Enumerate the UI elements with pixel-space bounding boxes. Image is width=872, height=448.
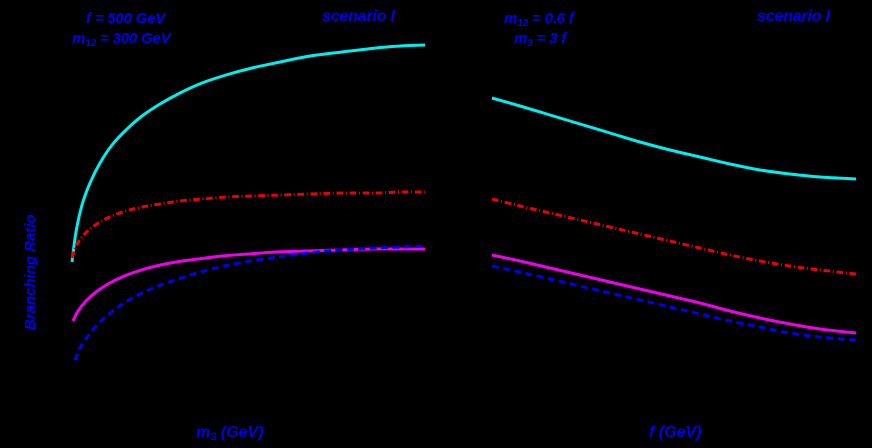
left-panel-x-axis-label: m3 (GeV): [196, 424, 263, 443]
right-param1-base: m: [504, 10, 518, 27]
left-panel-param-m12: m12 = 300 GeV: [72, 30, 171, 49]
right-curve-magenta: [491, 253, 857, 335]
right-panel-x-axis-label: f (GeV): [649, 424, 702, 441]
left-param2-text: = 300 GeV: [96, 30, 171, 47]
y-axis-label: Branching Ratio: [22, 214, 39, 330]
right-param1-sub: 12: [517, 17, 529, 29]
left-param2-base: m: [72, 30, 86, 47]
left-curve-magenta: [71, 247, 425, 322]
left-x-tail: (GeV): [216, 424, 264, 441]
left-curve-blue: [73, 244, 426, 361]
right-curve-red: [491, 197, 857, 276]
left-panel-param-f: f = 500 GeV: [86, 10, 165, 27]
left-param2-sub: 12: [85, 37, 97, 49]
right-param2-text: = 3 f: [532, 30, 567, 47]
right-param1-text: = 0.6 f: [528, 10, 574, 27]
right-curve-blue: [491, 264, 857, 342]
right-panel-scenario-label: scenario I: [757, 8, 830, 25]
left-x-sub: 3: [210, 431, 217, 444]
right-panel-param-m3: m3 = 3 f: [514, 30, 566, 49]
right-param2-base: m: [514, 30, 528, 47]
left-param1-text: = 500 GeV: [90, 10, 166, 27]
right-param2-sub: 3: [527, 37, 533, 49]
left-param1-base: f: [86, 10, 91, 27]
right-panel-param-m12: m12 = 0.6 f: [504, 10, 574, 29]
all-curves: [70, 43, 857, 361]
left-curve-red: [70, 190, 426, 259]
left-curve-cyan: [70, 43, 426, 263]
left-x-base: m: [196, 424, 211, 441]
right-curve-cyan: [491, 96, 857, 181]
left-panel-scenario-label: scenario I: [322, 8, 395, 25]
